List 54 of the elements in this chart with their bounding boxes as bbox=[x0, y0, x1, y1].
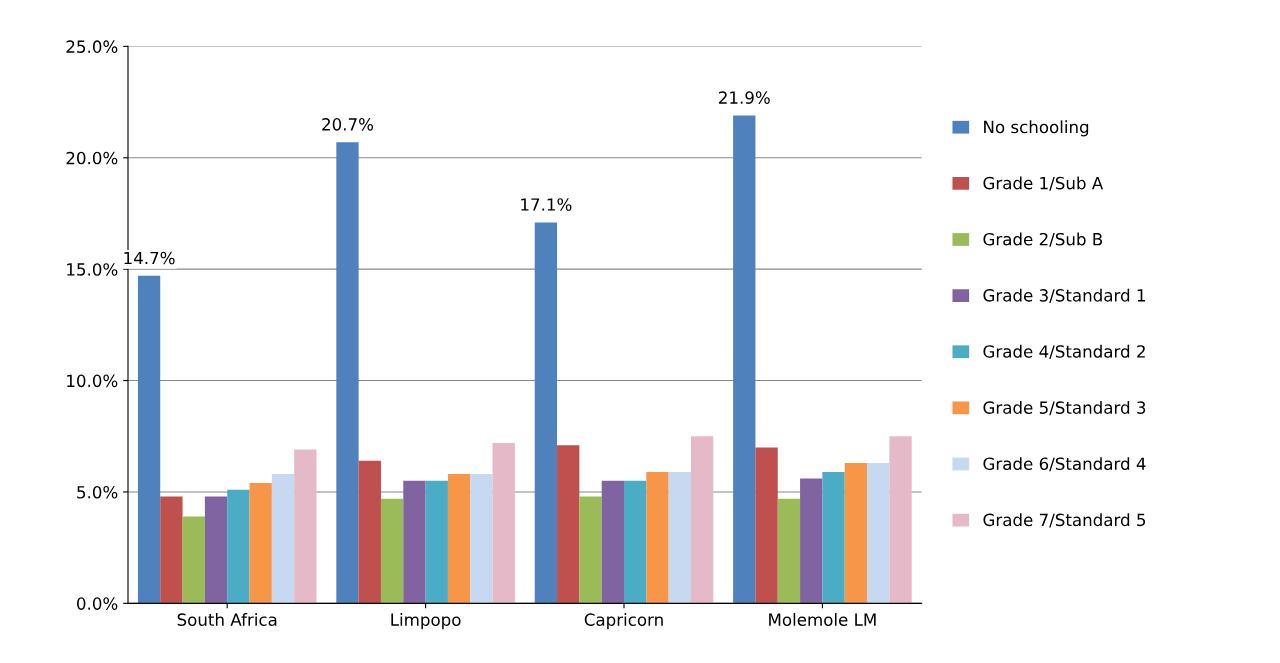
bar bbox=[271, 474, 295, 604]
bar bbox=[380, 498, 404, 604]
bar bbox=[182, 516, 205, 604]
x-tick-label: Molemole LM bbox=[769, 613, 876, 626]
legend-label: Grade 1/Sub A bbox=[983, 176, 1104, 191]
legend-label: Grade 5/Standard 3 bbox=[983, 401, 1146, 416]
y-tick-label: 5.0% bbox=[77, 485, 118, 499]
bar bbox=[668, 471, 691, 604]
bar bbox=[137, 275, 161, 604]
bar bbox=[755, 447, 778, 604]
legend-label: Grade 2/Sub B bbox=[983, 232, 1103, 247]
bar bbox=[227, 489, 250, 604]
x-tick-label: Limpopo bbox=[391, 613, 461, 630]
bar bbox=[492, 442, 515, 604]
bar bbox=[624, 480, 647, 604]
x-tick-label: Capricorn bbox=[584, 613, 663, 630]
y-tick-label: 25.0% bbox=[66, 40, 118, 53]
bar bbox=[358, 460, 381, 604]
y-tick-label: 0.0% bbox=[77, 597, 118, 610]
bar bbox=[844, 462, 868, 604]
bar bbox=[579, 496, 602, 604]
bar bbox=[294, 449, 317, 604]
bar bbox=[336, 142, 359, 604]
legend-label: Grade 3/Standard 1 bbox=[983, 288, 1145, 303]
x-tick-label: South Africa bbox=[177, 613, 277, 626]
bar bbox=[534, 222, 558, 604]
bar bbox=[557, 445, 580, 604]
y-tick-label: 20.0% bbox=[66, 151, 118, 165]
bar bbox=[204, 496, 228, 604]
bar bbox=[733, 115, 756, 604]
bar bbox=[889, 436, 912, 604]
y-tick-label: 10.0% bbox=[67, 374, 118, 388]
data-label: 17.1% bbox=[521, 198, 572, 211]
bar bbox=[249, 483, 272, 604]
y-tick-label: 15.0% bbox=[67, 263, 118, 276]
bar bbox=[470, 474, 493, 604]
data-label: 21.9% bbox=[719, 91, 770, 104]
legend-label: No schooling bbox=[984, 120, 1089, 137]
bar bbox=[403, 480, 426, 604]
bar bbox=[777, 498, 801, 604]
bar bbox=[690, 436, 714, 604]
data-label: 14.7% bbox=[124, 251, 175, 265]
legend-label: Grade 7/Standard 5 bbox=[983, 513, 1146, 528]
bar bbox=[822, 471, 845, 604]
bar bbox=[800, 478, 823, 604]
bar bbox=[160, 496, 183, 604]
bar bbox=[867, 462, 890, 604]
bar bbox=[425, 480, 448, 604]
bar bbox=[601, 480, 624, 604]
legend-label: Grade 6/Standard 4 bbox=[983, 457, 1146, 472]
legend-label: Grade 4/Standard 2 bbox=[983, 344, 1145, 360]
data-label: 20.7% bbox=[322, 118, 374, 131]
bar bbox=[447, 474, 471, 604]
bar bbox=[646, 471, 669, 604]
